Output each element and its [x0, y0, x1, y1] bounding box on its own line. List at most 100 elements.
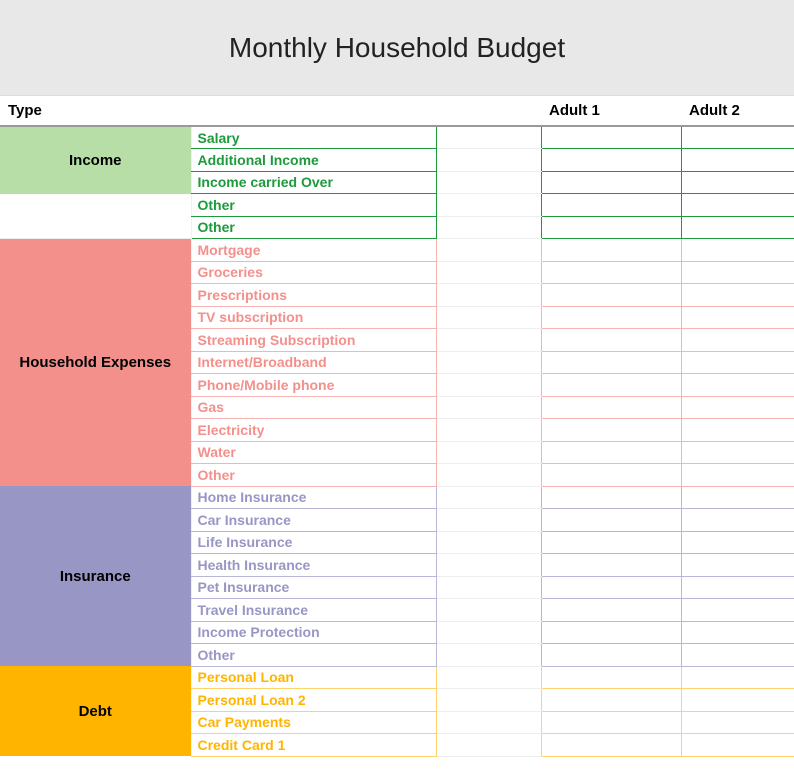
adult1-cell[interactable]: [541, 239, 681, 262]
adult1-cell[interactable]: [541, 441, 681, 464]
item-label: Water: [191, 441, 436, 464]
adult1-cell[interactable]: [541, 644, 681, 667]
gap-cell: [436, 531, 541, 554]
adult1-cell[interactable]: [541, 599, 681, 622]
adult2-cell[interactable]: [681, 149, 794, 172]
adult1-cell[interactable]: [541, 329, 681, 352]
adult1-cell[interactable]: [541, 126, 681, 149]
item-label: Phone/Mobile phone: [191, 374, 436, 397]
adult2-cell[interactable]: [681, 666, 794, 689]
gap-cell: [436, 666, 541, 689]
adult2-cell[interactable]: [681, 351, 794, 374]
adult2-cell[interactable]: [681, 171, 794, 194]
gap-cell: [436, 486, 541, 509]
item-label: Car Payments: [191, 711, 436, 734]
adult2-cell[interactable]: [681, 374, 794, 397]
section-label: Household Expenses: [0, 239, 191, 487]
adult2-cell[interactable]: [681, 239, 794, 262]
adult1-cell[interactable]: [541, 351, 681, 374]
adult2-cell[interactable]: [681, 576, 794, 599]
adult2-cell[interactable]: [681, 509, 794, 532]
adult2-cell[interactable]: [681, 194, 794, 217]
adult2-cell[interactable]: [681, 441, 794, 464]
adult2-cell[interactable]: [681, 734, 794, 757]
gap-cell: [436, 261, 541, 284]
adult1-cell[interactable]: [541, 374, 681, 397]
gap-cell: [436, 599, 541, 622]
adult2-cell[interactable]: [681, 216, 794, 239]
section-label: Insurance: [0, 486, 191, 666]
budget-table-wrap: Type Adult 1 Adult 2 IncomeSalaryAdditio…: [0, 96, 794, 757]
item-label: Income carried Over: [191, 171, 436, 194]
item-label: Home Insurance: [191, 486, 436, 509]
adult1-cell[interactable]: [541, 396, 681, 419]
item-label: TV subscription: [191, 306, 436, 329]
adult1-cell[interactable]: [541, 666, 681, 689]
section-label: Debt: [0, 666, 191, 756]
header-row: Type Adult 1 Adult 2: [0, 96, 794, 126]
adult1-cell[interactable]: [541, 531, 681, 554]
item-label: Salary: [191, 126, 436, 149]
adult2-cell[interactable]: [681, 126, 794, 149]
gap-cell: [436, 441, 541, 464]
adult2-cell[interactable]: [681, 599, 794, 622]
adult1-cell[interactable]: [541, 261, 681, 284]
adult2-cell[interactable]: [681, 689, 794, 712]
item-label: Streaming Subscription: [191, 329, 436, 352]
gap-cell: [436, 396, 541, 419]
gap-cell: [436, 711, 541, 734]
adult2-cell[interactable]: [681, 486, 794, 509]
adult2-cell[interactable]: [681, 464, 794, 487]
item-label: Health Insurance: [191, 554, 436, 577]
adult1-cell[interactable]: [541, 486, 681, 509]
adult2-cell[interactable]: [681, 644, 794, 667]
item-label: Credit Card 1: [191, 734, 436, 757]
adult1-cell[interactable]: [541, 734, 681, 757]
item-label: Groceries: [191, 261, 436, 284]
gap-cell: [436, 509, 541, 532]
item-label: Personal Loan: [191, 666, 436, 689]
adult2-cell[interactable]: [681, 531, 794, 554]
item-label: Income Protection: [191, 621, 436, 644]
item-label: Life Insurance: [191, 531, 436, 554]
gap-cell: [436, 216, 541, 239]
adult1-cell[interactable]: [541, 554, 681, 577]
adult1-cell[interactable]: [541, 711, 681, 734]
table-row: DebtPersonal Loan: [0, 666, 794, 689]
adult1-cell[interactable]: [541, 509, 681, 532]
gap-cell: [436, 194, 541, 217]
adult2-cell[interactable]: [681, 396, 794, 419]
adult2-cell[interactable]: [681, 306, 794, 329]
gap-cell: [436, 576, 541, 599]
empty-type-cell: [0, 194, 191, 239]
adult1-cell[interactable]: [541, 149, 681, 172]
adult2-cell[interactable]: [681, 284, 794, 307]
adult1-cell[interactable]: [541, 216, 681, 239]
page-title: Monthly Household Budget: [229, 32, 565, 64]
gap-cell: [436, 239, 541, 262]
item-label: Personal Loan 2: [191, 689, 436, 712]
adult2-cell[interactable]: [681, 419, 794, 442]
adult1-cell[interactable]: [541, 576, 681, 599]
item-label: Internet/Broadband: [191, 351, 436, 374]
item-label: Other: [191, 194, 436, 217]
adult2-cell[interactable]: [681, 554, 794, 577]
adult1-cell[interactable]: [541, 306, 681, 329]
adult1-cell[interactable]: [541, 171, 681, 194]
adult1-cell[interactable]: [541, 464, 681, 487]
item-label: Prescriptions: [191, 284, 436, 307]
adult2-cell[interactable]: [681, 711, 794, 734]
adult1-cell[interactable]: [541, 194, 681, 217]
adult2-cell[interactable]: [681, 261, 794, 284]
gap-cell: [436, 149, 541, 172]
gap-cell: [436, 419, 541, 442]
section-label: Income: [0, 126, 191, 194]
adult2-cell[interactable]: [681, 329, 794, 352]
gap-cell: [436, 329, 541, 352]
adult2-cell[interactable]: [681, 621, 794, 644]
adult1-cell[interactable]: [541, 689, 681, 712]
adult1-cell[interactable]: [541, 419, 681, 442]
gap-cell: [436, 689, 541, 712]
adult1-cell[interactable]: [541, 284, 681, 307]
adult1-cell[interactable]: [541, 621, 681, 644]
